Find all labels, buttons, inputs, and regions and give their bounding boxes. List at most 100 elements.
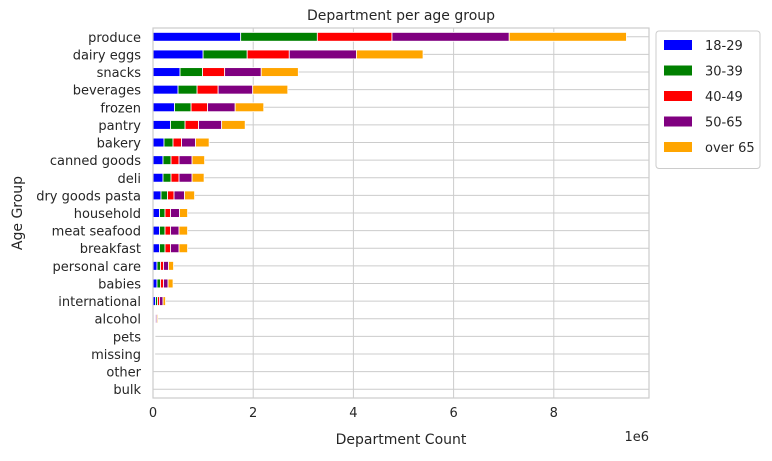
bar-segment <box>152 49 204 60</box>
bar-segment <box>221 120 246 130</box>
y-tick-label: dairy eggs <box>73 48 142 63</box>
chart-title: Department per age group <box>307 8 495 24</box>
bar-segment <box>184 190 195 201</box>
bar-segment <box>152 208 160 218</box>
bar-segment <box>246 49 290 60</box>
bar-segment <box>163 278 169 289</box>
y-tick-label: international <box>58 295 141 310</box>
x-axis-label: Department Count <box>336 432 467 448</box>
bar-segment <box>178 172 193 183</box>
bar-segment <box>191 172 205 183</box>
bar-segment <box>173 190 185 201</box>
bar-segment <box>196 84 219 95</box>
bar-segment <box>260 67 299 77</box>
bar-segment <box>190 102 209 113</box>
y-tick-label: bakery <box>97 137 142 152</box>
bar-segment <box>198 120 223 130</box>
bar-segment <box>316 32 393 42</box>
y-tick-label: pets <box>113 330 141 345</box>
bar-segment <box>156 313 159 324</box>
bar-segment <box>202 49 248 60</box>
bar-segment <box>154 331 156 342</box>
bar-segment <box>178 243 188 254</box>
legend-box <box>655 30 761 169</box>
bar-segment <box>163 261 169 271</box>
x-offset-text: 1e6 <box>624 430 649 445</box>
legend-swatch <box>664 116 692 127</box>
y-tick-label: frozen <box>100 101 141 116</box>
x-tick-label: 2 <box>249 406 257 421</box>
bar-segment <box>508 32 627 42</box>
bar-segment <box>152 225 160 236</box>
bar-segment <box>152 120 171 130</box>
y-tick-label: canned goods <box>50 154 141 169</box>
bar-segment <box>170 208 180 218</box>
legend-swatch <box>664 40 692 50</box>
legend-label: 30-39 <box>705 65 743 80</box>
bar-segment <box>356 49 424 60</box>
y-tick-label: snacks <box>97 66 142 81</box>
bar-segment <box>152 243 160 254</box>
bar-segment <box>207 102 236 113</box>
plot-frame <box>152 27 650 399</box>
bar-segment <box>152 32 242 42</box>
bar-segment <box>152 137 165 148</box>
bar-segment <box>152 155 164 165</box>
bar-segment <box>391 32 510 42</box>
bar-segment <box>234 102 265 113</box>
bar-segment <box>224 67 262 77</box>
bar-segment <box>252 84 289 95</box>
bar-segment <box>160 190 168 201</box>
bar-segment <box>152 84 179 95</box>
bar-segment <box>178 225 188 236</box>
bar-segment <box>162 296 166 306</box>
bar-segment <box>240 32 318 42</box>
legend-swatch <box>664 91 692 101</box>
bar-segment <box>156 278 161 289</box>
bar-segment <box>181 137 196 148</box>
y-axis-label: Age Group <box>10 176 26 250</box>
bar-segment <box>170 172 180 183</box>
y-tick-label: missing <box>91 348 141 363</box>
y-tick-label: breakfast <box>80 242 141 257</box>
y-tick-label: dry goods pasta <box>36 189 141 204</box>
bar-segment <box>159 243 166 254</box>
bar-segment <box>170 120 186 130</box>
bar-segment <box>156 261 161 271</box>
y-tick-label: meat seafood <box>52 225 141 240</box>
legend-swatch <box>664 142 692 152</box>
bar-segment <box>174 102 192 113</box>
y-tick-label: alcohol <box>95 313 141 328</box>
bar-segment <box>167 278 174 289</box>
bar-segment <box>160 261 164 271</box>
bar-segment <box>163 137 174 148</box>
bar-segment <box>170 225 180 236</box>
y-tick-label: personal care <box>53 260 141 275</box>
x-tick-label: 4 <box>349 406 357 421</box>
bar-segment <box>159 296 164 306</box>
bar-segment <box>170 155 180 165</box>
bar-segment <box>178 155 193 165</box>
bar-segment <box>152 102 175 113</box>
legend-label: over 65 <box>705 141 755 156</box>
bar-segment <box>162 155 172 165</box>
bar-segment <box>167 190 175 201</box>
bar-segment <box>160 278 164 289</box>
legend-label: 18-29 <box>705 39 743 54</box>
bar-segment <box>168 261 174 271</box>
x-tick-label: 0 <box>149 406 157 421</box>
bar-segment <box>152 261 158 271</box>
y-tick-label: bulk <box>113 383 141 398</box>
y-tick-label: beverages <box>73 84 142 99</box>
bar-segment <box>184 120 199 130</box>
bar-segment <box>152 172 164 183</box>
bar-segment <box>191 155 206 165</box>
bar-segment <box>179 67 204 77</box>
bar-segment <box>164 243 171 254</box>
bar-segment <box>164 225 171 236</box>
legend-label: 50-65 <box>705 116 743 131</box>
bar-segment <box>152 190 162 201</box>
bar-segment <box>217 84 254 95</box>
bar-segment <box>153 349 156 359</box>
